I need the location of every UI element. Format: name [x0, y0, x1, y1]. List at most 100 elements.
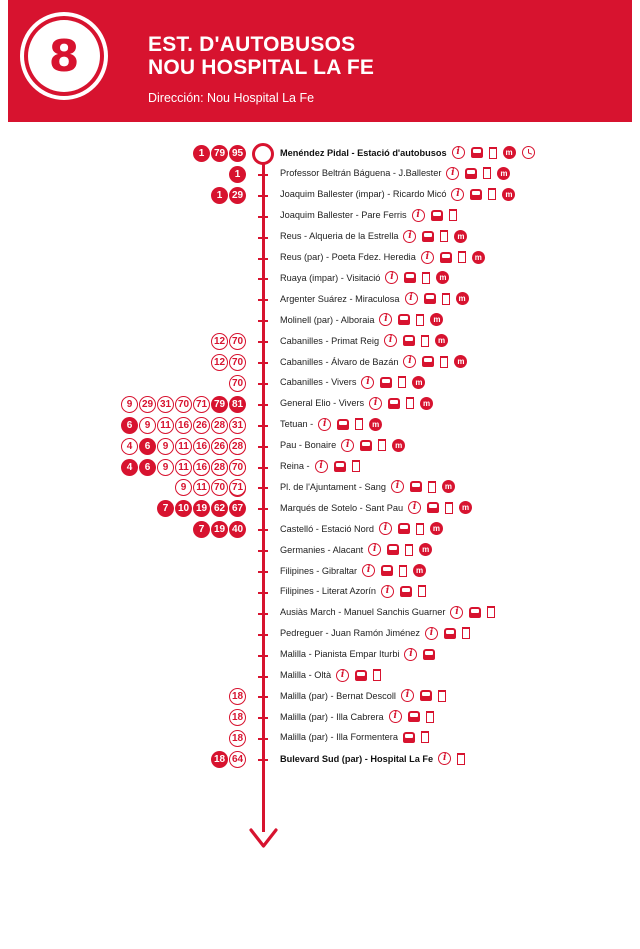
connection-line-badge[interactable]: 11	[175, 437, 192, 455]
connection-line-badge[interactable]: 81	[229, 395, 246, 413]
connection-line-badge[interactable]: 31	[157, 395, 174, 413]
connection-line-badge[interactable]: 26	[193, 416, 210, 434]
stop-row[interactable]: Menéndez Pidal - Estació d'autobusos i m 1 7…	[0, 143, 640, 164]
stop-row[interactable]: Argenter Suárez - Miraculosa i m	[0, 289, 640, 310]
connection-lines: 6 9 11 16 26 28 31	[121, 416, 246, 434]
connection-line-badge[interactable]: 70	[229, 354, 246, 371]
connection-line-badge[interactable]: 70	[229, 374, 246, 392]
stop-row[interactable]: Molinell (par) - Alboraia i m	[0, 310, 640, 331]
stop-row[interactable]: Castelló - Estació Nord i m 7 19 40	[0, 519, 640, 540]
connection-line-badge[interactable]: 40	[229, 521, 246, 539]
stop-row[interactable]: Joaquim Ballester - Pare Ferris i	[0, 206, 640, 227]
connection-line-badge[interactable]: 9	[175, 479, 192, 497]
connection-line-badge[interactable]: 18	[229, 709, 246, 727]
bus-icon	[380, 376, 393, 388]
connection-line-badge[interactable]: 12	[211, 354, 228, 371]
connection-line-badge[interactable]: 9	[157, 458, 174, 476]
connection-line-badge[interactable]: 70	[211, 479, 228, 497]
route-direction: Dirección: Nou Hospital La Fe	[148, 91, 315, 105]
bus-icon	[407, 711, 420, 723]
connection-line-badge[interactable]: 4	[121, 458, 138, 476]
stop-row[interactable]: Pau - Bonaireim46911162628317071	[0, 436, 640, 476]
connection-line-badge[interactable]: 70	[175, 395, 192, 413]
stop-amenities: i	[314, 459, 360, 473]
stop-row[interactable]: Ausiàs March - Manuel Sanchis Guarner i	[0, 603, 640, 624]
connection-line-badge[interactable]: 11	[175, 458, 192, 476]
stop-row[interactable]: Bulevard Sud (par) - Hospital La Fe i 18 64	[0, 749, 640, 770]
connection-line-badge[interactable]: 18	[229, 730, 246, 748]
stop-row[interactable]: Reus - Alqueria de la Estrella i m	[0, 227, 640, 248]
metro-icon: m	[454, 229, 468, 243]
connection-line-badge[interactable]: 6	[139, 437, 156, 455]
connection-line-badge[interactable]: 16	[193, 437, 210, 455]
bus-icon	[439, 251, 452, 263]
connection-line-badge[interactable]: 7	[157, 500, 174, 518]
connection-line-badge[interactable]: 28	[211, 416, 228, 434]
metro-icon: m	[471, 250, 485, 264]
connection-line-badge[interactable]: 9	[139, 416, 156, 434]
connection-line-badge[interactable]: 95	[229, 145, 246, 162]
connection-line-badge[interactable]: 16	[175, 416, 192, 434]
stop-row[interactable]: Filipines - Gibraltar i m	[0, 561, 640, 582]
stop-row[interactable]: Pedreguer - Juan Ramón Jiménez i	[0, 624, 640, 645]
stop-row[interactable]: Malilla - Oltà i	[0, 666, 640, 687]
stop-row[interactable]: Malilla (par) - Bernat Descoll i 18	[0, 686, 640, 707]
connection-line-badge[interactable]: 1	[211, 186, 228, 204]
stop-row[interactable]: Cabanilles - Álvaro de Bazán i m 12 70	[0, 352, 640, 373]
connection-line-badge[interactable]: 18	[229, 688, 246, 706]
connection-line-badge[interactable]: 62	[211, 500, 228, 518]
connection-line-badge[interactable]: 4	[121, 437, 138, 455]
connection-line-badge[interactable]: 6	[139, 458, 156, 476]
stop-row[interactable]: Malilla (par) - Illa Formentera 18	[0, 728, 640, 749]
connection-line-badge[interactable]: 64	[229, 751, 246, 769]
connection-line-badge[interactable]: 29	[139, 395, 156, 413]
stop-row[interactable]: Reus (par) - Poeta Fdez. Heredia i m	[0, 248, 640, 269]
connection-line-badge[interactable]: 6	[121, 416, 138, 434]
connection-line-badge[interactable]: 79	[211, 395, 228, 413]
stop-row[interactable]: General Elio - Vivers i m 9 29 31 70 71 79 81	[0, 394, 640, 415]
stop-row[interactable]: Joaquim Ballester (impar) - Ricardo Micó…	[0, 185, 640, 206]
connection-line-badge[interactable]: 10	[175, 500, 192, 518]
connection-line-badge[interactable]: 11	[157, 416, 174, 434]
connection-line-badge[interactable]: 70	[229, 458, 246, 476]
connection-line-badge[interactable]: 70	[229, 333, 246, 351]
stop-row[interactable]: Pl. de l'Ajuntament - Sang i m 9 11 70 71	[0, 477, 640, 498]
stop-row[interactable]: Cabanilles - Primat Reig i m 12 70	[0, 331, 640, 352]
connection-line-badge[interactable]: 67	[229, 500, 246, 518]
stop-row[interactable]: Malilla - Pianista Empar Iturbi i	[0, 645, 640, 666]
connection-line-badge[interactable]: 26	[211, 437, 228, 455]
connection-line-badge[interactable]: 31	[229, 416, 246, 434]
connection-line-badge[interactable]: 28	[211, 458, 228, 476]
stop-name-label: Reus - Alqueria de la Estrella	[280, 231, 399, 242]
stop-row[interactable]: Filipines - Literat Azorín i	[0, 582, 640, 603]
bin-icon	[437, 689, 446, 702]
connection-line-badge[interactable]: 11	[193, 479, 210, 497]
connection-line-badge[interactable]: 9	[157, 437, 174, 455]
connection-line-badge[interactable]: 1	[229, 165, 246, 183]
stop-row[interactable]: Ruaya (impar) - Visitació i m	[0, 268, 640, 289]
connection-line-badge[interactable]: 28	[229, 437, 246, 455]
stop-name: Menéndez Pidal - Estació d'autobusos i m	[280, 146, 535, 159]
connection-line-badge[interactable]: 19	[193, 500, 210, 518]
stop-row[interactable]: Germanies - Alacant i m	[0, 540, 640, 561]
connection-line-badge[interactable]: 71	[193, 395, 210, 413]
stop-row[interactable]: Reina -i4691116287071	[0, 457, 640, 497]
connection-line-badge[interactable]: 79	[211, 145, 228, 162]
connection-line-badge[interactable]: 7	[193, 521, 210, 539]
stop-row[interactable]: Tetuan -im6911162628317071	[0, 415, 640, 455]
connection-line-badge[interactable]: 29	[229, 186, 246, 204]
stop-row[interactable]: Marqués de Sotelo - Sant Pau i m 7 10 19 62 67	[0, 498, 640, 519]
connection-line-badge[interactable]: 71	[229, 479, 246, 497]
connection-line-badge[interactable]: 12	[211, 333, 228, 351]
connection-line-badge[interactable]: 9	[121, 395, 138, 413]
connection-line-badge[interactable]: 18	[211, 751, 228, 769]
bin-icon	[440, 355, 449, 368]
stop-row[interactable]: Professor Beltrán Báguena - J.Ballester i…	[0, 164, 640, 185]
stop-row[interactable]: Malilla (par) - Illa Cabrera i 18	[0, 707, 640, 728]
stop-row[interactable]: Cabanilles - Vivers i m 70	[0, 373, 640, 394]
bus-icon	[469, 606, 482, 618]
connection-line-badge[interactable]: 1	[193, 145, 210, 162]
connection-line-badge[interactable]: 19	[211, 521, 228, 539]
connection-line-badge[interactable]: 16	[193, 458, 210, 476]
